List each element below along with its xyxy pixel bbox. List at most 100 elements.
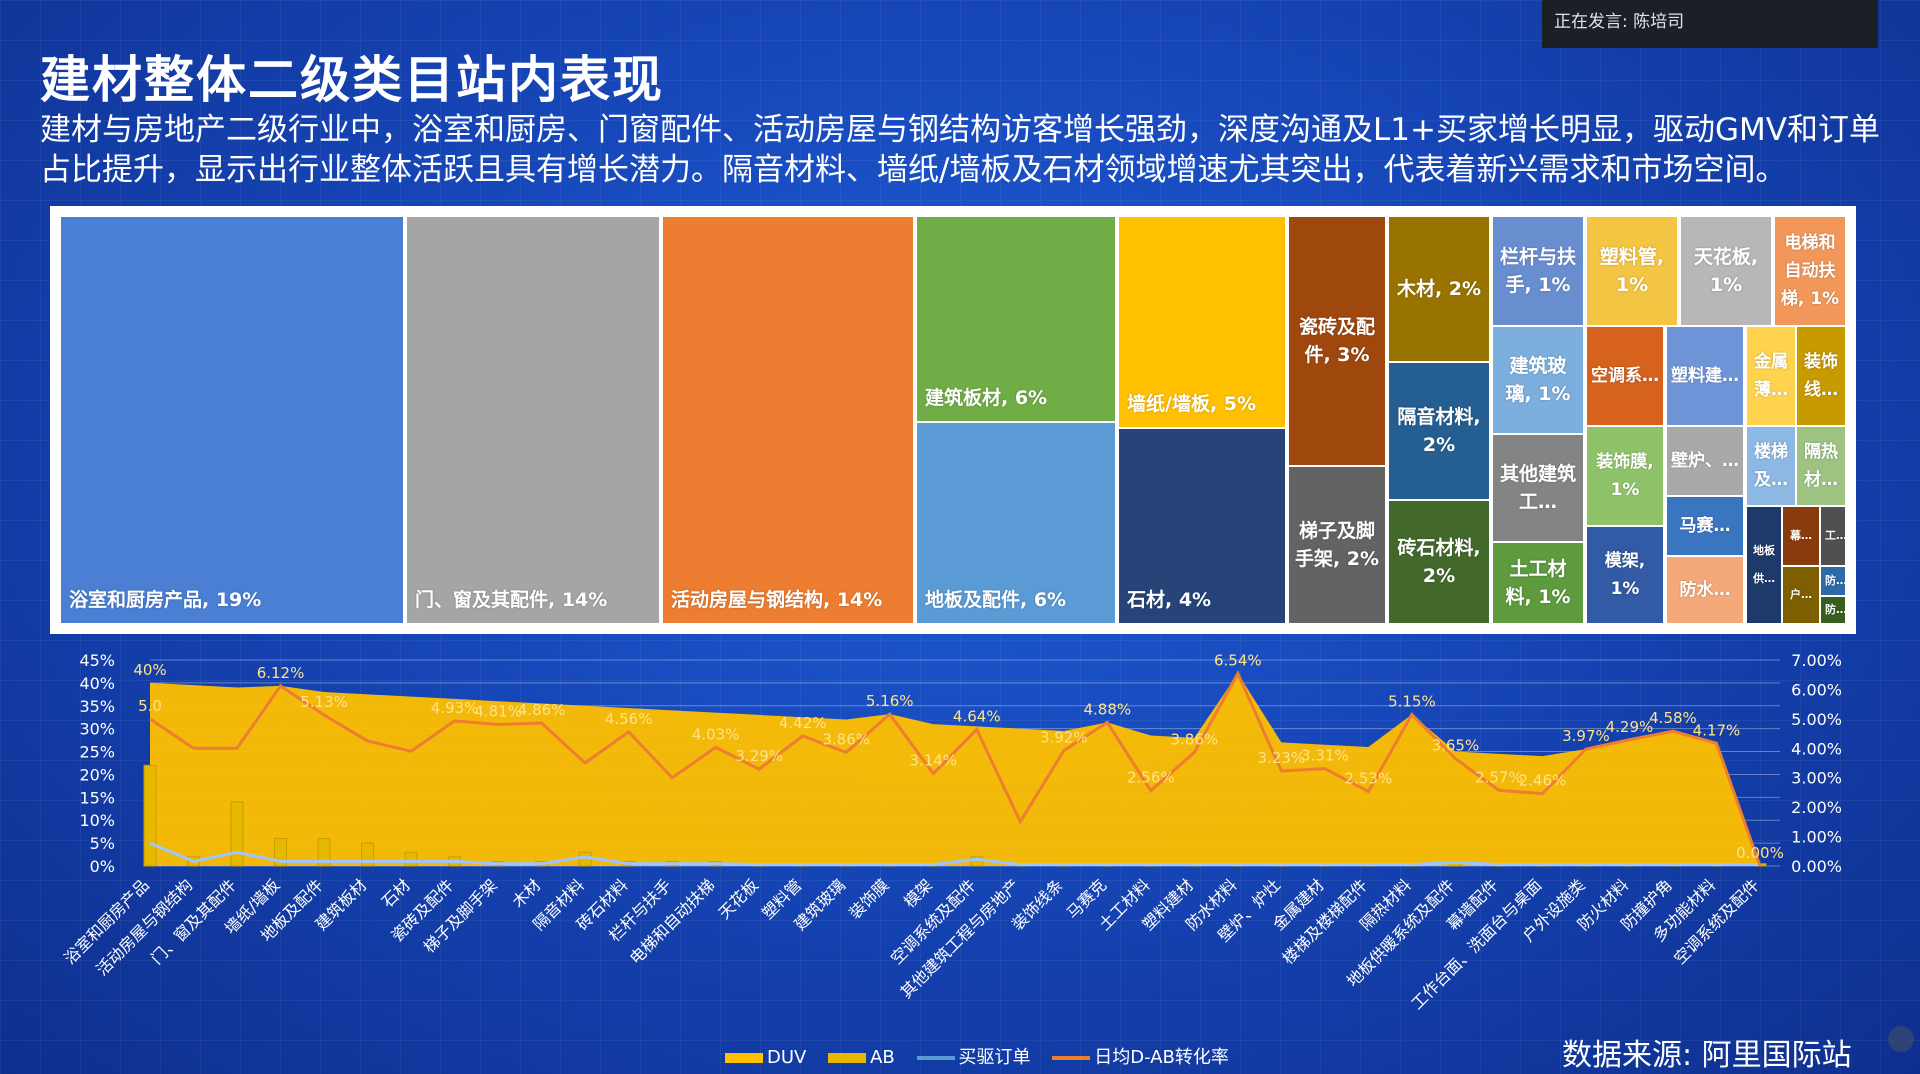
- data-label: 40%: [133, 661, 166, 679]
- y-left-tick-label: 40%: [79, 674, 115, 693]
- treemap-tile-label: 隔音材料, 2%: [1397, 406, 1481, 456]
- treemap-tile-label: 楼梯及…: [1754, 442, 1788, 490]
- data-label: 2.57%: [1475, 768, 1523, 786]
- chart-legend: DUV AB 买驱订单 日均D-AB转化率: [725, 1043, 1245, 1069]
- page-description: 建材与房地产二级行业中，浴室和厨房、门窗配件、活动房屋与钢结构访客增长强劲，深度…: [40, 112, 1880, 188]
- ab-bar: [274, 838, 288, 867]
- data-label: 6.12%: [257, 664, 305, 682]
- data-label: 4.42%: [779, 714, 827, 732]
- treemap-tile: 栏杆与扶手, 1%: [1492, 216, 1584, 326]
- ab-bar: [404, 851, 418, 867]
- data-label: 3.23%: [1258, 749, 1306, 767]
- x-tick-label: 装饰膜: [845, 875, 892, 922]
- treemap-tile: 防水…: [1666, 556, 1744, 624]
- treemap-tile-label: 防…: [1825, 574, 1846, 587]
- treemap-tile-label: 幕…: [1790, 529, 1812, 542]
- ab-bar: [317, 838, 331, 867]
- treemap-tile-label: 电梯和自动扶梯, 1%: [1780, 233, 1840, 309]
- treemap-tile: 塑料管, 1%: [1586, 216, 1678, 326]
- duv-area: [150, 673, 1760, 866]
- treemap-tile: 瓷砖及配件, 3%: [1288, 216, 1386, 466]
- treemap-tile: 建筑板材, 6%: [916, 216, 1116, 422]
- treemap-tile: 楼梯及…: [1746, 426, 1796, 506]
- treemap-tile: 木材, 2%: [1388, 216, 1490, 362]
- y-left-tick-label: 35%: [79, 697, 115, 716]
- treemap-tile-label: 建筑板材, 6%: [925, 387, 1048, 409]
- treemap-tile-label: 地板供…: [1753, 544, 1775, 585]
- legend-swatch-duv: [725, 1053, 763, 1063]
- legend-swatch-ab: [828, 1053, 867, 1063]
- treemap-tile: 模架, 1%: [1586, 526, 1664, 624]
- data-label: 3.65%: [1432, 737, 1480, 755]
- y-left-tick-label: 0%: [90, 857, 115, 876]
- treemap-tile: 建筑玻璃, 1%: [1492, 326, 1584, 434]
- data-label: 3.14%: [909, 752, 957, 770]
- treemap-tile-label: 防…: [1825, 603, 1846, 616]
- y-right-tick-label: 4.00%: [1791, 739, 1842, 758]
- legend-item-duv: DUV: [725, 1047, 806, 1068]
- treemap-tile: 隔音材料, 2%: [1388, 362, 1490, 500]
- legend-item-orders: 买驱订单: [916, 1043, 1031, 1069]
- treemap-tile-label: 马赛…: [1679, 516, 1731, 536]
- x-tick-label: 石材: [378, 875, 414, 911]
- treemap-tile: 石材, 4%: [1118, 428, 1286, 624]
- treemap-tile: 土工材料, 1%: [1492, 542, 1584, 624]
- treemap-tile: 金属薄…: [1746, 326, 1796, 426]
- y-right-tick-label: 5.00%: [1791, 710, 1842, 729]
- treemap-tile: 工…: [1820, 506, 1846, 566]
- corner-button[interactable]: [1888, 1026, 1914, 1052]
- treemap-tile: 砖石材料, 2%: [1388, 500, 1490, 624]
- data-label: 0.00%: [1736, 844, 1784, 862]
- y-left-tick-label: 5%: [90, 834, 115, 853]
- treemap-tile-label: 土工材料, 1%: [1505, 558, 1571, 608]
- treemap-tile-label: 天花板, 1%: [1693, 246, 1759, 296]
- treemap-tile: 装饰线…: [1796, 326, 1846, 426]
- data-label: 3.29%: [735, 747, 783, 765]
- ab-bar: [230, 801, 244, 867]
- y-left-tick-label: 45%: [79, 651, 115, 670]
- y-right-tick-label: 3.00%: [1791, 769, 1842, 788]
- treemap-tile-label: 建筑玻璃, 1%: [1505, 355, 1571, 405]
- treemap-tile: 门、窗及其配件, 14%: [406, 216, 660, 624]
- treemap-tile-label: 空调系…: [1591, 366, 1659, 386]
- y-right-tick-label: 0.00%: [1791, 857, 1842, 876]
- data-label: 4.29%: [1606, 718, 1654, 736]
- treemap-tile-label: 工…: [1825, 529, 1846, 542]
- legend-swatch-conversion: [1052, 1056, 1091, 1060]
- treemap-tile: 其他建筑工…: [1492, 434, 1584, 542]
- y-left-tick-label: 20%: [79, 765, 115, 784]
- treemap-tile: 电梯和自动扶梯, 1%: [1774, 216, 1846, 326]
- treemap-tile: 地板及配件, 6%: [916, 422, 1116, 624]
- data-source: 数据来源: 阿里国际站: [1562, 1038, 1852, 1073]
- data-label: 4.17%: [1693, 721, 1741, 739]
- legend-label-conversion: 日均D-AB转化率: [1094, 1047, 1229, 1068]
- data-label: 2.46%: [1519, 772, 1567, 790]
- treemap-tile: 防…: [1820, 596, 1846, 624]
- data-label: 5.16%: [866, 692, 914, 710]
- treemap-tile: 隔热材…: [1796, 426, 1846, 506]
- data-label: 3.97%: [1562, 727, 1610, 745]
- treemap-tile-label: 门、窗及其配件, 14%: [415, 589, 608, 611]
- treemap-tile: 墙纸/墙板, 5%: [1118, 216, 1286, 428]
- treemap-tile-label: 梯子及脚手架, 2%: [1294, 520, 1380, 570]
- treemap-tile-label: 塑料管, 1%: [1599, 246, 1665, 296]
- treemap-tile-label: 砖石材料, 2%: [1397, 537, 1481, 587]
- y-left-tick-label: 15%: [79, 788, 115, 807]
- data-label: 3.92%: [1040, 729, 1088, 747]
- treemap-tile-label: 活动房屋与钢结构, 14%: [671, 589, 883, 611]
- conversion-line: [149, 670, 1762, 867]
- treemap-tile: 地板供…: [1746, 506, 1782, 624]
- treemap-tile-label: 装饰膜, 1%: [1596, 452, 1654, 500]
- treemap-tile-label: 栏杆与扶手, 1%: [1499, 246, 1576, 296]
- y-right-tick-label: 7.00%: [1791, 651, 1842, 670]
- treemap-tile: 活动房屋与钢结构, 14%: [662, 216, 914, 624]
- treemap-tile-label: 其他建筑工…: [1499, 463, 1576, 513]
- data-label: 5.13%: [300, 693, 348, 711]
- y-left-tick-label: 30%: [79, 720, 115, 739]
- legend-swatch-orders: [916, 1056, 955, 1060]
- ab-bar: [578, 851, 592, 867]
- x-tick-label: 木材: [508, 875, 544, 911]
- data-label: 5.15%: [1388, 692, 1436, 710]
- data-label: 4.88%: [1083, 700, 1131, 718]
- data-label: 4.56%: [605, 710, 653, 728]
